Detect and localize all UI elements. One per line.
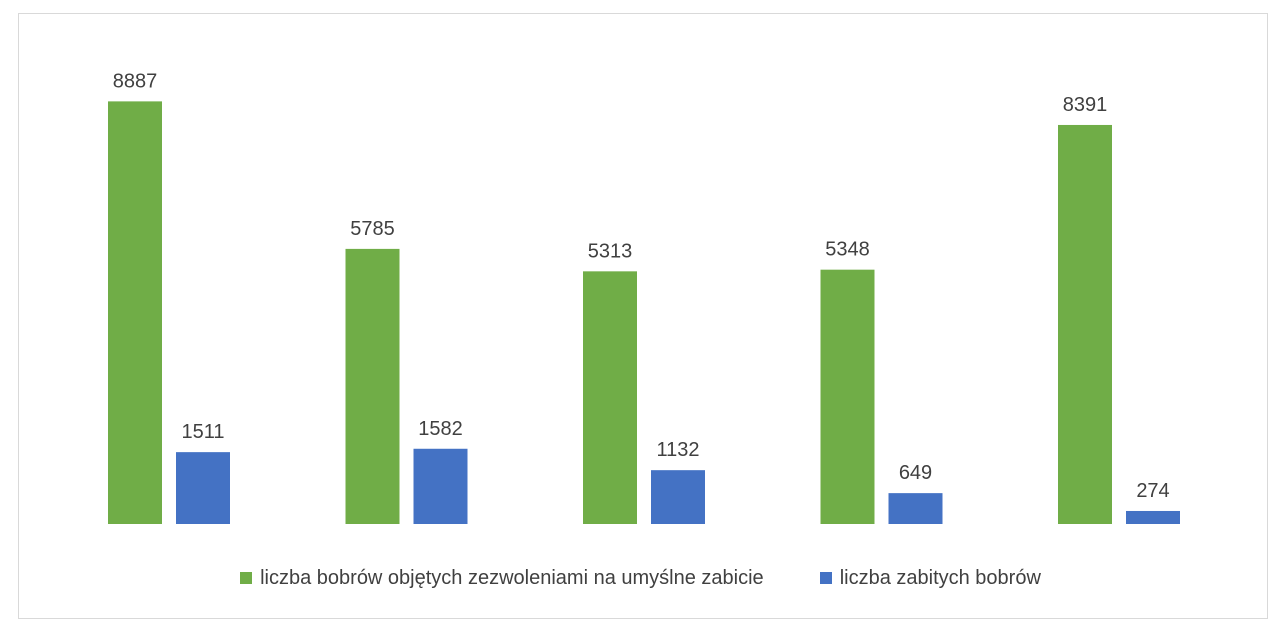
bar-permits-3 xyxy=(583,271,637,524)
bar-killed-5 xyxy=(1126,510,1180,524)
label-permits-1: 8887 xyxy=(113,70,158,92)
label-killed-1: 1511 xyxy=(181,421,224,443)
legend-swatch-permits xyxy=(240,572,253,584)
bar-killed-2 xyxy=(413,448,468,524)
label-permits-5: 8391 xyxy=(1063,94,1108,116)
legend-swatch-killed xyxy=(819,572,832,584)
label-permits-2: 5785 xyxy=(350,218,395,240)
bar-killed-1 xyxy=(176,452,230,524)
bar-permits-2 xyxy=(345,248,400,524)
legend-label-killed: liczba zabitych bobrów xyxy=(839,566,1041,589)
label-killed-4: 649 xyxy=(899,462,932,484)
label-killed-3: 1132 xyxy=(656,439,699,461)
label-killed-5: 274 xyxy=(1136,480,1169,502)
bar-permits-4 xyxy=(820,269,875,524)
label-permits-3: 5313 xyxy=(588,240,633,262)
legend-item-killed: liczba zabitych bobrów xyxy=(819,566,1041,590)
legend: liczba bobrów objętych zezwoleniami na u… xyxy=(0,563,1281,593)
bar-permits-1 xyxy=(108,101,162,524)
bar-killed-3 xyxy=(651,470,705,524)
bar-killed-4 xyxy=(888,493,943,524)
legend-label-permits: liczba bobrów objętych zezwoleniami na u… xyxy=(260,566,764,589)
legend-item-permits: liczba bobrów objętych zezwoleniami na u… xyxy=(240,567,764,590)
bar-permits-5 xyxy=(1058,124,1112,524)
label-killed-2: 1582 xyxy=(418,418,463,440)
label-permits-4: 5348 xyxy=(825,239,870,261)
